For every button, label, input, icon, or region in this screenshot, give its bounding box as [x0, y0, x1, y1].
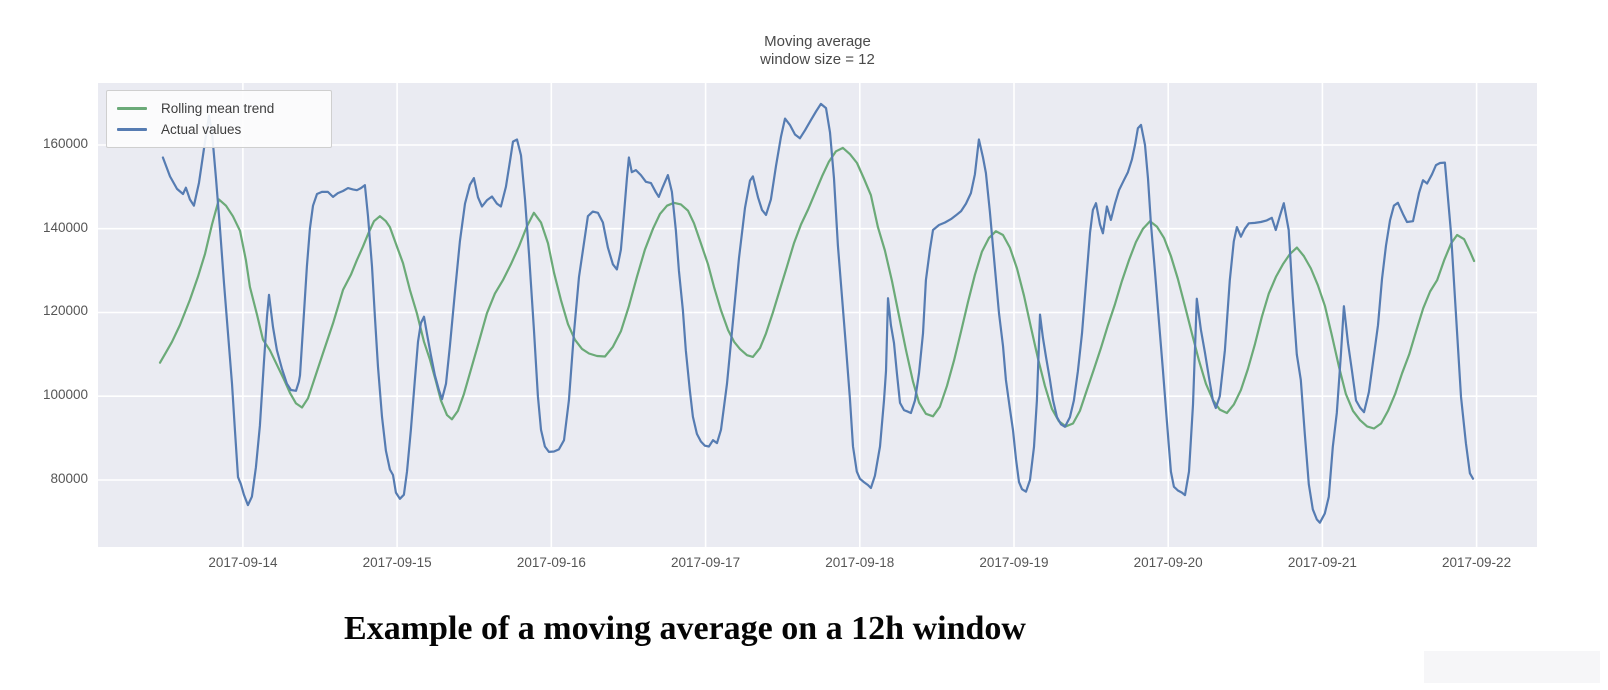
x-tick-label: 2017-09-16: [516, 555, 586, 570]
corner-artifact: [1424, 651, 1600, 683]
y-tick-label: 140000: [42, 219, 88, 235]
y-tick-label: 160000: [42, 135, 88, 151]
y-tick-label: 80000: [50, 470, 88, 486]
legend-item-actual-values: Actual values: [117, 119, 321, 140]
x-tick-label: 2017-09-22: [1442, 555, 1512, 570]
x-tick-label: 2017-09-14: [208, 555, 278, 570]
plot-background: [98, 83, 1537, 547]
x-tick-label: 2017-09-20: [1133, 555, 1203, 570]
x-tick-label: 2017-09-21: [1287, 555, 1357, 570]
actual-values-line: [161, 102, 1475, 524]
actual-values-line-icon: [117, 128, 147, 131]
caption: Example of a moving average on a 12h win…: [344, 610, 1026, 647]
legend-label: Actual values: [161, 122, 242, 137]
x-tick-label: 2017-09-19: [979, 555, 1049, 570]
plot-canvas: [98, 83, 1537, 547]
rolling-mean-line: [158, 146, 1476, 430]
rolling-mean-line-icon: [117, 107, 147, 110]
chart-title: Moving average window size = 12: [760, 33, 875, 68]
y-tick-label: 100000: [42, 387, 88, 403]
x-tick-label: 2017-09-18: [825, 555, 895, 570]
x-tick-label: 2017-09-17: [671, 555, 741, 570]
legend-label: Rolling mean trend: [161, 101, 275, 116]
y-tick-label: 120000: [42, 303, 88, 319]
legend-item-rolling-mean: Rolling mean trend: [117, 98, 321, 119]
x-tick-label: 2017-09-15: [362, 555, 432, 570]
plot-area: [98, 83, 1537, 547]
legend: Rolling mean trend Actual values: [106, 90, 332, 148]
